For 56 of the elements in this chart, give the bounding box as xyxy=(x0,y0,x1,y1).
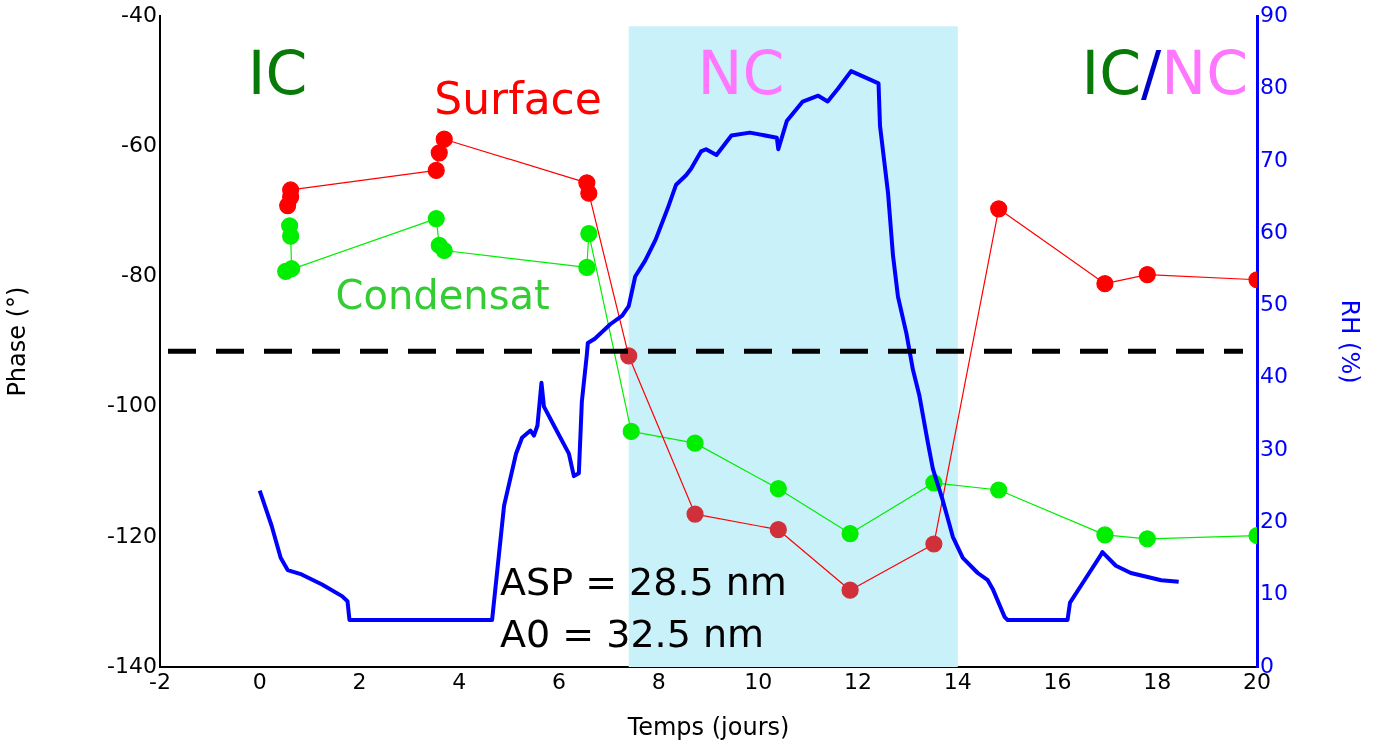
point xyxy=(1096,526,1114,544)
point xyxy=(427,210,445,228)
point xyxy=(427,161,445,180)
y-tick-label: -100 xyxy=(107,392,157,418)
point xyxy=(841,581,859,599)
x-tick-label: 0 xyxy=(252,668,267,694)
point xyxy=(1096,275,1114,293)
annotation: IC xyxy=(247,38,308,109)
y2-tick-label: 40 xyxy=(1260,363,1288,389)
y-tick-label: -60 xyxy=(121,132,157,158)
annotation: IC/NC xyxy=(1081,38,1249,109)
annotation: ASP = 28.5 nm xyxy=(500,560,787,605)
annotation: NC xyxy=(697,38,785,109)
point xyxy=(1138,265,1156,284)
y2-tick-label: 60 xyxy=(1260,218,1288,244)
x-tick-label: 18 xyxy=(1143,668,1172,694)
point xyxy=(686,434,704,452)
point xyxy=(578,258,596,277)
point xyxy=(769,480,787,498)
point xyxy=(686,505,704,523)
series-label: Condensat xyxy=(335,272,550,319)
x-tick-label: 6 xyxy=(551,668,566,694)
x-tick-label: 12 xyxy=(844,668,873,694)
point xyxy=(990,200,1008,218)
point xyxy=(622,422,640,441)
y-axis-title: Phase (°) xyxy=(2,286,31,397)
y-tick-label: -120 xyxy=(107,522,157,548)
x-tick-label: 10 xyxy=(744,668,773,694)
point xyxy=(580,224,598,243)
x-axis-title: Temps (jours) xyxy=(626,712,790,741)
y2-tick-label: 30 xyxy=(1260,435,1288,461)
y2-tick-label: 70 xyxy=(1260,146,1288,172)
y-tick-label: -80 xyxy=(121,262,157,288)
point xyxy=(1138,530,1156,548)
y2-tick-label: 50 xyxy=(1260,291,1288,317)
y2-tick-label: 20 xyxy=(1260,508,1288,534)
point xyxy=(435,130,453,148)
point xyxy=(580,184,598,202)
point xyxy=(430,144,448,162)
series-label: Surface xyxy=(434,72,602,124)
annotation: A0 = 32.5 nm xyxy=(500,612,765,657)
y2-tick-label: 90 xyxy=(1260,1,1288,27)
x-tick-label: 16 xyxy=(1043,668,1072,694)
y2-tick-label: 80 xyxy=(1260,74,1288,100)
point xyxy=(925,535,943,553)
point xyxy=(435,241,453,260)
x-tick-label: 14 xyxy=(943,668,972,694)
x-tick-label: 4 xyxy=(452,668,467,694)
y-tick-label: -40 xyxy=(121,1,157,27)
point xyxy=(841,524,859,543)
point xyxy=(990,481,1008,499)
point xyxy=(769,521,787,539)
x-tick-label: 2 xyxy=(352,668,367,694)
y2-axis-title: RH (%) xyxy=(1336,299,1365,384)
x-tick-label: 8 xyxy=(651,668,666,694)
y2-tick-label: 10 xyxy=(1260,580,1288,606)
